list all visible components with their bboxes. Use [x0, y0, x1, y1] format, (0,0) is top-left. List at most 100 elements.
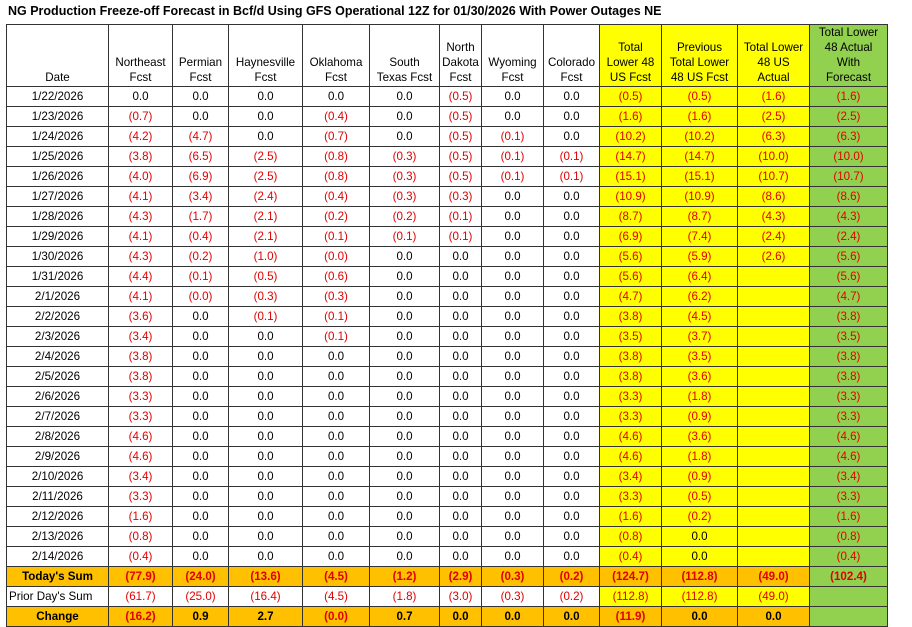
table-row: 2/8/2026 (4.6) 0.0 0.0 0.0 0.0 0.0 0.0 0.0 (4.6)(… — [6, 426, 888, 447]
table-cell: 0.0 — [543, 426, 600, 447]
table-cell: (4.3) — [737, 206, 810, 227]
table-cell: 0.0 — [108, 86, 173, 107]
table-cell: (1.8) — [661, 446, 738, 467]
table-cell: (4.7) — [809, 286, 888, 307]
table-cell: (3.8) — [809, 306, 888, 327]
table-cell: 0.0 — [481, 486, 544, 507]
column-header: Colorado Fcst — [543, 24, 600, 87]
table-cell: (3.6) — [661, 426, 738, 447]
table-cell: (6.9) — [599, 226, 662, 247]
table-cell: 0.0 — [369, 546, 440, 567]
table-cell: (3.8) — [599, 346, 662, 367]
table-cell: (3.4) — [599, 466, 662, 487]
table-cell: 0.0 — [172, 86, 229, 107]
table-cell: (1.8) — [369, 586, 440, 607]
table-cell: 0.0 — [481, 286, 544, 307]
table-cell: (3.8) — [108, 146, 173, 167]
table-cell: (124.7) — [599, 566, 662, 587]
table-cell: (4.5) — [302, 586, 370, 607]
table-cell: (4.7) — [599, 286, 662, 307]
freeze-off-table: Date Northeast Fcst Permian Fcst Haynesville F… — [6, 24, 888, 627]
table-cell: (1.6) — [809, 506, 888, 527]
table-cell: (2.5) — [228, 146, 303, 167]
table-cell: (0.7) — [108, 106, 173, 127]
table-cell: (1.6) — [108, 506, 173, 527]
table-cell: (3.6) — [108, 306, 173, 327]
table-cell: 0.0 — [172, 546, 229, 567]
change-row: Change (16.2) 0.9 2.7 (0.0) 0.7 0.0 0.0 0.0 (11.9… — [6, 606, 888, 627]
table-cell: 0.0 — [369, 506, 440, 527]
table-row: 2/7/2026 (3.3) 0.0 0.0 0.0 0.0 0.0 0.0 0.0 (3.3)(… — [6, 406, 888, 427]
table-cell: 0.0 — [228, 126, 303, 147]
table-cell: (6.3) — [737, 126, 810, 147]
column-header: Total Lower 48 US Fcst — [599, 24, 662, 87]
table-cell: 0.0 — [302, 466, 370, 487]
table-title: NG Production Freeze-off Forecast in Bcf… — [8, 4, 662, 18]
table-cell — [737, 346, 810, 367]
table-cell: (1.6) — [809, 86, 888, 107]
table-cell — [737, 406, 810, 427]
table-row: 2/13/2026 (0.8) 0.0 0.0 0.0 0.0 0.0 0.0 0.0 (0.8)… — [6, 526, 888, 547]
table-cell: 0.0 — [439, 266, 482, 287]
table-cell: 0.0 — [439, 526, 482, 547]
table-cell: 0.0 — [439, 246, 482, 267]
row-label: 1/29/2026 — [6, 226, 109, 247]
table-cell — [737, 526, 810, 547]
table-row: 2/2/2026 (3.6) 0.0 (0.1) (0.1) 0.0 0.0 0.0 0.0 (3… — [6, 306, 888, 327]
table-row: 1/27/2026 (4.1) (3.4) (2.4) (0.4) (0.3) (0.3) 0… — [6, 186, 888, 207]
table-cell: 0.0 — [369, 346, 440, 367]
table-cell — [737, 446, 810, 467]
row-label: 2/14/2026 — [6, 546, 109, 567]
table-cell — [737, 466, 810, 487]
table-cell: (4.5) — [661, 306, 738, 327]
row-label: 2/13/2026 — [6, 526, 109, 547]
table-cell: (3.3) — [809, 486, 888, 507]
column-header-line: Permian — [178, 56, 223, 69]
table-cell: 0.0 — [439, 446, 482, 467]
table-cell: 0.0 — [481, 206, 544, 227]
table-cell: 0.0 — [228, 326, 303, 347]
table-cell: (4.6) — [108, 426, 173, 447]
table-cell: 0.0 — [228, 486, 303, 507]
table-cell: (2.5) — [809, 106, 888, 127]
table-cell: 0.0 — [481, 246, 544, 267]
row-label: 2/10/2026 — [6, 466, 109, 487]
table-cell: (0.8) — [302, 166, 370, 187]
table-row: 1/26/2026 (4.0) (6.9) (2.5) (0.8) (0.3) (0.5)(… — [6, 166, 888, 187]
table-row: 2/14/2026 (0.4) 0.0 0.0 0.0 0.0 0.0 0.0 0.0 (0.4)… — [6, 546, 888, 567]
table-cell: (0.3) — [481, 586, 544, 607]
table-row: 1/25/2026 (3.8) (6.5) (2.5) (0.8) (0.3) (0.5)(… — [6, 146, 888, 167]
table-cell: (3.3) — [809, 386, 888, 407]
table-cell: (2.4) — [737, 226, 810, 247]
table-cell: (2.9) — [439, 566, 482, 587]
table-cell: 0.0 — [439, 326, 482, 347]
table-cell: 0.0 — [439, 406, 482, 427]
row-label: 2/12/2026 — [6, 506, 109, 527]
table-cell: (0.1) — [302, 306, 370, 327]
table-row: 2/11/2026 (3.3) 0.0 0.0 0.0 0.0 0.0 0.0 0.0 (3.3)… — [6, 486, 888, 507]
column-header-line: Total Lower — [743, 41, 804, 54]
table-cell: 0.9 — [172, 606, 229, 627]
table-cell: (0.9) — [661, 466, 738, 487]
table-cell: 0.0 — [481, 106, 544, 127]
table-cell: (13.6) — [228, 566, 303, 587]
row-label: 2/5/2026 — [6, 366, 109, 387]
table-cell: (0.7) — [302, 126, 370, 147]
column-header-line: Previous — [676, 41, 723, 54]
table-cell: 0.0 — [543, 526, 600, 547]
table-cell: (0.1) — [439, 226, 482, 247]
table-cell — [737, 366, 810, 387]
table-cell: 0.0 — [172, 446, 229, 467]
table-cell: 0.0 — [302, 526, 370, 547]
table-cell — [737, 386, 810, 407]
table-cell: (5.6) — [809, 246, 888, 267]
table-cell: (4.3) — [809, 206, 888, 227]
table-cell: 0.0 — [369, 426, 440, 447]
table-cell: 0.0 — [302, 546, 370, 567]
table-cell — [737, 426, 810, 447]
table-cell: 0.0 — [543, 286, 600, 307]
table-cell: (3.3) — [108, 486, 173, 507]
table-cell: (1.6) — [599, 106, 662, 127]
column-header: Oklahoma Fcst — [302, 24, 370, 87]
table-cell: 0.0 — [481, 546, 544, 567]
